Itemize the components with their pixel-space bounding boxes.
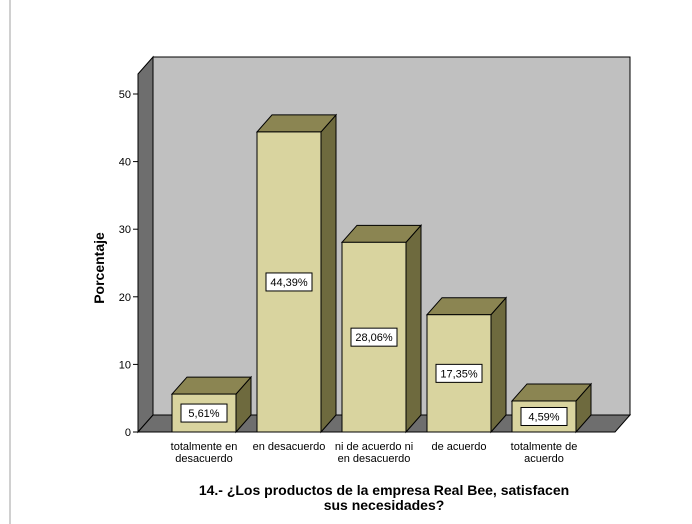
y-axis-title: Porcentaje bbox=[91, 232, 107, 304]
category-label: totalmente en desacuerdo bbox=[171, 441, 238, 465]
category-label: totalmente de acuerdo bbox=[511, 441, 578, 465]
bar: 4,59% bbox=[510, 382, 593, 434]
y-tick-label: 10 bbox=[119, 359, 131, 371]
bars-group: 5,61% 44,39% 28,06% 17,35% 4,59% bbox=[170, 113, 593, 434]
y-tick-label: 30 bbox=[119, 224, 131, 236]
bar: 5,61% bbox=[170, 375, 253, 434]
bar: 44,39% bbox=[255, 113, 338, 434]
y-tick-label: 20 bbox=[119, 292, 131, 304]
data-label: 5,61% bbox=[188, 408, 219, 420]
bar-side bbox=[320, 113, 337, 434]
data-label-box bbox=[350, 327, 398, 347]
data-label: 28,06% bbox=[355, 332, 393, 344]
chart-title-line-2: sus necesidades? bbox=[324, 497, 445, 513]
data-label-box bbox=[520, 406, 568, 426]
category-label: de acuerdo bbox=[431, 441, 486, 453]
y-tick-label: 50 bbox=[119, 89, 131, 101]
bar-side bbox=[405, 223, 422, 434]
category-labels: totalmente en desacuerdo en desacuerdo ni d… bbox=[171, 441, 578, 465]
bar: 28,06% bbox=[340, 223, 423, 434]
bar-side bbox=[490, 296, 507, 434]
data-label-box bbox=[180, 403, 228, 423]
y-axis: 0 10 20 30 40 50 bbox=[119, 74, 139, 439]
y-tick-label: 40 bbox=[119, 157, 131, 169]
data-label: 44,39% bbox=[270, 277, 308, 289]
side-wall bbox=[137, 55, 154, 434]
data-label-box bbox=[435, 363, 483, 383]
data-label-box bbox=[265, 272, 313, 292]
category-label: ni de acuerdo ni en desacuerdo bbox=[335, 441, 413, 465]
bar: 17,35% bbox=[425, 296, 508, 434]
chart-title-line-1: 14.- ¿Los productos de la empresa Real B… bbox=[199, 482, 569, 498]
y-tick-label: 0 bbox=[125, 427, 131, 439]
category-label: en desacuerdo bbox=[253, 441, 326, 453]
data-label: 4,59% bbox=[528, 411, 559, 423]
data-label: 17,35% bbox=[440, 368, 478, 380]
